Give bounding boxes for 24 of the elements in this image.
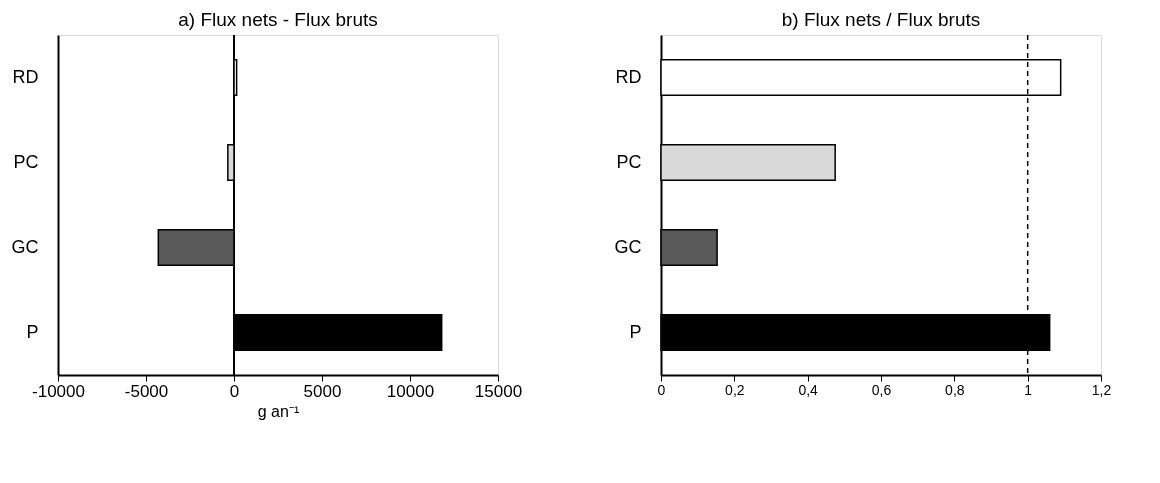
x-tick-label: 0,8 xyxy=(945,381,965,398)
y-tick-label: RD xyxy=(615,66,642,87)
y-tick-label: RD xyxy=(12,66,39,87)
x-axis-title: g an⁻¹ xyxy=(257,402,300,420)
y-tick-label: PC xyxy=(616,151,642,172)
y-tick-label: GC xyxy=(614,236,642,257)
x-tick-label: 1 xyxy=(1024,381,1033,398)
x-tick-label: 0,4 xyxy=(798,381,819,398)
chart-title: a) Flux nets - Flux bruts xyxy=(178,9,378,30)
x-tick-label: 15000 xyxy=(474,381,523,401)
x-tick-label: 1,2 xyxy=(1091,381,1112,398)
chart-title: b) Flux nets / Flux bruts xyxy=(781,9,981,31)
x-tick-label: -5000 xyxy=(124,381,169,401)
y-tick-label: PC xyxy=(13,151,39,172)
x-tick-label: 0 xyxy=(229,381,240,401)
x-tick-label: 5000 xyxy=(303,381,342,401)
x-tick-label: 0 xyxy=(657,381,666,398)
x-tick-label: 0,6 xyxy=(871,381,892,398)
x-tick-label: 0,2 xyxy=(725,381,745,398)
y-tick-label: P xyxy=(629,321,642,342)
y-tick-label: GC xyxy=(11,236,39,257)
x-tick-label: 10000 xyxy=(386,381,435,401)
x-tick-label: -10000 xyxy=(32,381,85,401)
y-tick-label: P xyxy=(26,321,39,342)
